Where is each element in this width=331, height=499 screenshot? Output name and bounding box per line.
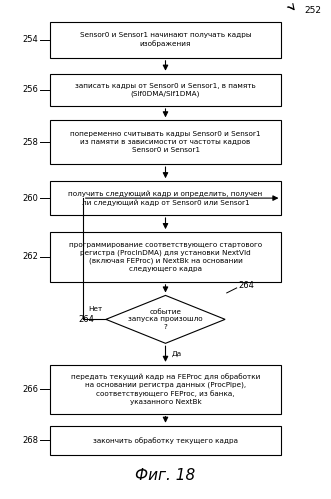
Text: записать кадры от Sensor0 и Sensor1, в память
(Slf0DMA/Slf1DMA): записать кадры от Sensor0 и Sensor1, в п… [75,83,256,97]
Text: 266: 266 [22,385,38,394]
Text: 268: 268 [22,436,38,445]
FancyBboxPatch shape [50,365,281,414]
Text: 254: 254 [22,35,38,44]
FancyBboxPatch shape [50,73,281,106]
FancyBboxPatch shape [50,120,281,164]
Text: 258: 258 [22,138,38,147]
Text: 260: 260 [22,194,38,203]
FancyBboxPatch shape [50,22,281,58]
Text: получить следующий кадр и определить, получен
ли следующий кадр от Sensor0 или S: получить следующий кадр и определить, по… [69,191,262,206]
Text: Нет: Нет [88,306,103,312]
Text: 264: 264 [78,315,94,324]
FancyBboxPatch shape [50,181,281,215]
Text: закончить обработку текущего кадра: закончить обработку текущего кадра [93,437,238,444]
Polygon shape [106,295,225,343]
Text: 264: 264 [238,281,254,290]
Text: Фиг. 18: Фиг. 18 [135,468,196,483]
Text: передать текущий кадр на FEProc для обработки
на основании регистра данных (Proc: передать текущий кадр на FEProc для обра… [71,373,260,405]
Text: Да: Да [172,351,182,357]
Text: 262: 262 [22,252,38,261]
Text: 256: 256 [22,85,38,94]
FancyBboxPatch shape [50,232,281,282]
Text: программирование соответствующего стартового
регистра (ProcInDMA) для установки : программирование соответствующего старто… [69,242,262,272]
Text: 252: 252 [305,6,321,15]
FancyBboxPatch shape [50,426,281,455]
Text: Sensor0 и Sensor1 начинают получать кадры
изображения: Sensor0 и Sensor1 начинают получать кадр… [80,32,251,47]
Text: событие
запуска произошло
?: событие запуска произошло ? [128,308,203,330]
Text: попеременно считывать кадры Sensor0 и Sensor1
из памяти в зависимости от частоты: попеременно считывать кадры Sensor0 и Se… [70,131,261,153]
